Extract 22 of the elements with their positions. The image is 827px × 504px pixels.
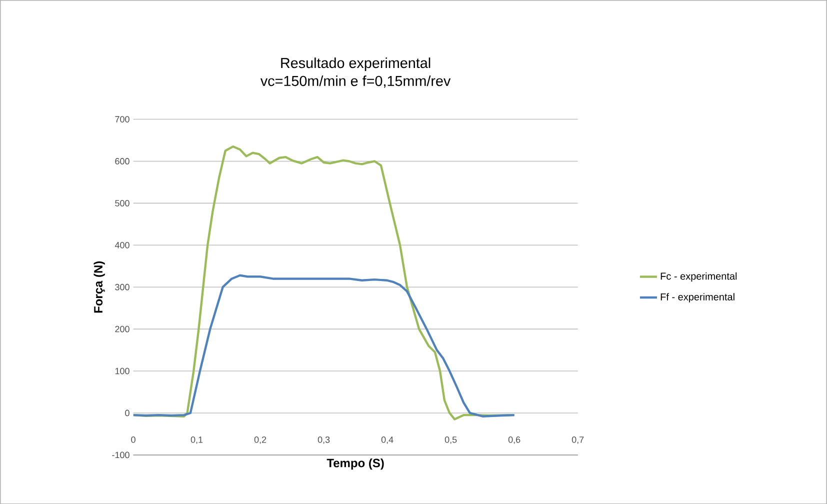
x-tick-label: 0,1	[190, 436, 203, 444]
y-tick-label: 0	[125, 410, 130, 416]
y-tick-label: 600	[115, 158, 130, 164]
x-tick-label: 0,5	[444, 436, 457, 444]
y-tick-label: 400	[114, 242, 130, 248]
y-tick-label: 200	[115, 326, 130, 332]
y-tick-label: 100	[115, 368, 130, 374]
legend-label: Ff - experimental	[660, 292, 734, 302]
legend-label: Fc - experimental	[660, 272, 737, 282]
y-tick-label: 500	[115, 200, 130, 206]
x-tick-label: 0,4	[381, 436, 394, 444]
x-tick-label: 0,7	[572, 436, 584, 444]
y-tick-label: 300	[115, 284, 130, 290]
y-axis-title: Força (N)	[94, 261, 105, 312]
x-tick-label: 0	[131, 436, 136, 443]
chart-title: Resultado experimental vc=150m/min e f=0,15mm/rev	[260, 57, 451, 88]
x-tick-label: 0,2	[254, 436, 266, 444]
x-tick-label: 0,3	[318, 436, 330, 444]
x-tick-label: 0,6	[508, 436, 520, 444]
y-tick-label: 700	[115, 116, 130, 122]
x-axis-title: Tempo (S)	[326, 458, 384, 470]
y-tick-label: -100	[112, 452, 130, 458]
